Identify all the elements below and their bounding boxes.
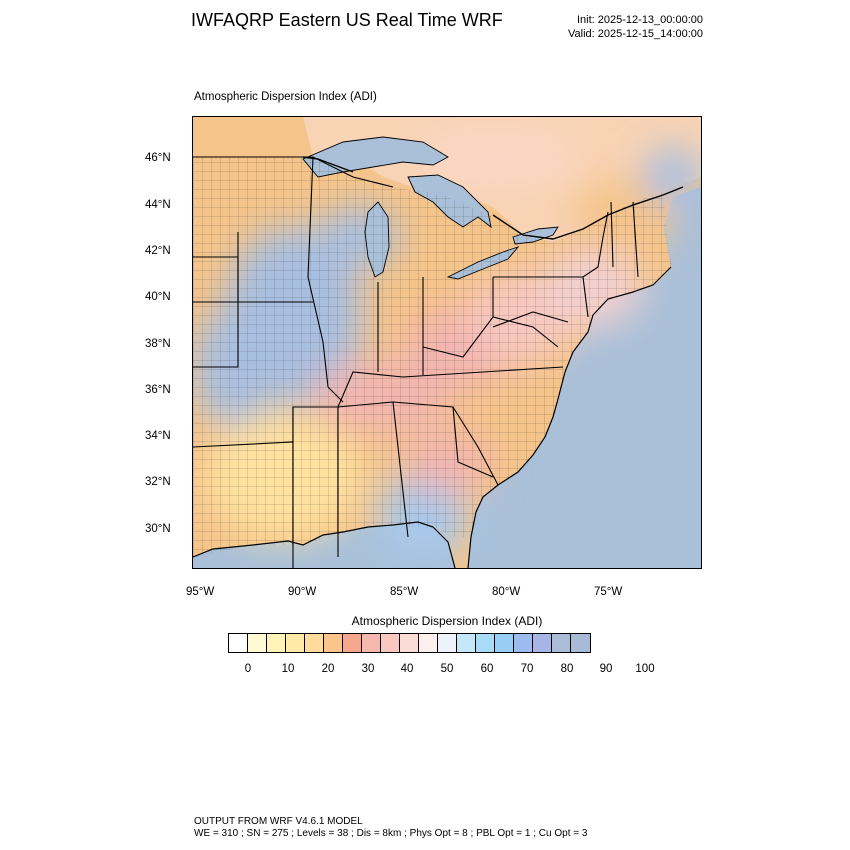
colorbar-box-12	[457, 634, 476, 652]
plot-label: Atmospheric Dispersion Index (ADI)	[194, 91, 377, 103]
colorbar-box-17	[552, 634, 571, 652]
lat-tick-34: 34°N	[145, 430, 171, 442]
colorbar-label-50: 50	[440, 663, 454, 675]
colorbar-label-80: 80	[560, 663, 574, 675]
county-lines	[193, 157, 671, 557]
colorbar-label-30: 30	[361, 663, 375, 675]
colorbar-box-7	[362, 634, 381, 652]
lon-tick-95: 95°W	[186, 586, 215, 598]
colorbar	[228, 633, 591, 653]
colorbar-box-4	[305, 634, 324, 652]
colorbar-box-0	[229, 634, 248, 652]
colorbar-label-90: 90	[599, 663, 613, 675]
valid-time: Valid: 2025-12-15_14:00:00	[568, 28, 703, 40]
colorbar-box-16	[533, 634, 552, 652]
lat-tick-40: 40°N	[145, 291, 171, 303]
colorbar-box-14	[495, 634, 514, 652]
lat-tick-30: 30°N	[145, 523, 171, 535]
adi-map	[193, 117, 701, 568]
lat-tick-32: 32°N	[145, 476, 171, 488]
colorbar-label-100: 100	[635, 663, 655, 675]
coastline	[193, 266, 672, 568]
lon-tick-90: 90°W	[288, 586, 317, 598]
colorbar-box-5	[324, 634, 343, 652]
colorbar-box-6	[343, 634, 362, 652]
main-title: IWFAQRP Eastern US Real Time WRF	[191, 10, 503, 30]
colorbar-box-1	[248, 634, 267, 652]
colorbar-box-18	[571, 634, 590, 652]
colorbar-box-13	[476, 634, 495, 652]
colorbar-label-70: 70	[520, 663, 534, 675]
colorbar-box-2	[267, 634, 286, 652]
lat-tick-38: 38°N	[145, 338, 171, 350]
colorbar-box-3	[286, 634, 305, 652]
model-info-line2: WE = 310 ; SN = 275 ; Levels = 38 ; Dis …	[194, 828, 588, 839]
lat-tick-42: 42°N	[145, 245, 171, 257]
lat-tick-46: 46°N	[145, 152, 171, 164]
model-info-line1: OUTPUT FROM WRF V4.6.1 MODEL	[194, 816, 363, 827]
lon-tick-75: 75°W	[594, 586, 623, 598]
lon-tick-85: 85°W	[390, 586, 419, 598]
colorbar-box-9	[400, 634, 419, 652]
map-panel	[192, 116, 702, 569]
lat-tick-44: 44°N	[145, 199, 171, 211]
colorbar-box-15	[514, 634, 533, 652]
us-canada-border	[302, 156, 684, 240]
colorbar-label-20: 20	[321, 663, 335, 675]
lat-tick-36: 36°N	[145, 384, 171, 396]
colorbar-box-8	[381, 634, 400, 652]
colorbar-label-0: 0	[244, 663, 252, 675]
colorbar-label-60: 60	[480, 663, 494, 675]
colorbar-title: Atmospheric Dispersion Index (ADI)	[351, 614, 543, 628]
colorbar-box-10	[419, 634, 438, 652]
lon-tick-80: 80°W	[492, 586, 521, 598]
state-boundaries	[193, 156, 639, 568]
init-time: Init: 2025-12-13_00:00:00	[577, 14, 703, 26]
colorbar-label-40: 40	[400, 663, 414, 675]
colorbar-box-11	[438, 634, 457, 652]
colorbar-label-10: 10	[281, 663, 295, 675]
